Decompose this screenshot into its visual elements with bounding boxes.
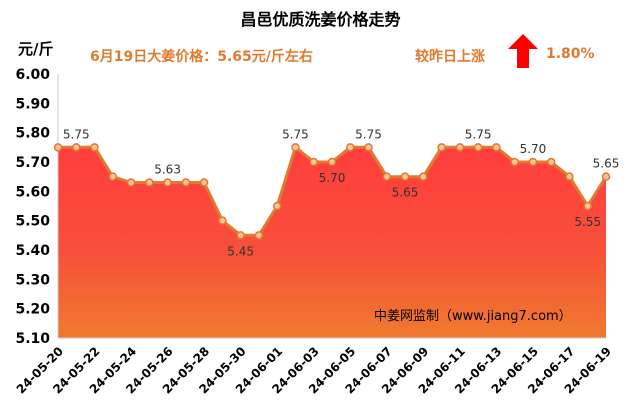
data-point	[90, 143, 99, 152]
data-point	[327, 157, 337, 167]
data-label: 5.65	[392, 186, 419, 200]
data-label: 5.75	[355, 127, 382, 141]
y-tick-label: 5.40	[15, 243, 50, 259]
data-point	[309, 157, 318, 167]
data-point	[108, 172, 118, 181]
data-point	[236, 231, 245, 240]
y-tick-label: 5.20	[15, 302, 50, 318]
data-point	[72, 143, 81, 152]
y-tick-label: 6.00	[15, 67, 50, 83]
data-point	[473, 143, 483, 152]
data-label: 5.75	[282, 127, 309, 141]
data-point	[455, 143, 465, 152]
data-point	[364, 143, 373, 152]
data-point	[400, 172, 410, 181]
data-point	[510, 157, 519, 167]
y-tick-label: 5.80	[15, 126, 50, 142]
y-tick-label: 5.90	[15, 96, 50, 112]
data-point	[528, 157, 538, 167]
data-label: 5.45	[227, 244, 254, 258]
data-point	[199, 178, 209, 187]
data-point	[254, 231, 264, 240]
source-credit: 中姜网监制（www.jiang7.com）	[374, 309, 572, 324]
area-fill	[58, 147, 606, 338]
y-tick-label: 5.30	[15, 272, 50, 288]
price-annotation: 6月19日大姜价格：5.65元/斤左右	[90, 49, 313, 65]
data-label: 5.65	[593, 157, 620, 171]
data-point	[53, 143, 63, 152]
data-point	[437, 143, 446, 152]
data-label: 5.75	[63, 127, 90, 141]
y-axis-unit-label: 元/斤	[18, 40, 54, 58]
data-point	[272, 201, 282, 211]
data-point	[601, 172, 611, 181]
data-point	[346, 143, 355, 152]
data-label: 5.70	[319, 171, 346, 185]
y-tick-label: 5.50	[15, 214, 50, 230]
data-point	[218, 216, 227, 225]
y-tick-label: 5.70	[15, 155, 50, 171]
data-point	[163, 178, 172, 187]
data-point	[181, 178, 191, 187]
data-point	[291, 143, 300, 152]
data-point	[382, 172, 392, 181]
data-point	[546, 157, 556, 167]
change-value: 1.80%	[546, 46, 595, 62]
data-point	[492, 143, 501, 152]
data-label: 5.70	[520, 142, 547, 156]
data-point	[419, 172, 428, 181]
y-tick-label: 5.60	[15, 184, 50, 200]
data-point	[565, 172, 574, 181]
data-label: 5.55	[574, 215, 601, 229]
chart-title: 昌邑优质洗姜价格走势	[240, 10, 401, 29]
up-arrow-icon	[508, 34, 538, 68]
data-point	[145, 178, 154, 187]
data-label: 5.63	[154, 163, 181, 177]
data-point	[583, 201, 592, 211]
y-tick-label: 5.10	[15, 331, 50, 347]
change-label: 较昨日上涨	[415, 49, 485, 65]
data-label: 5.75	[465, 127, 492, 141]
data-point	[126, 178, 136, 187]
